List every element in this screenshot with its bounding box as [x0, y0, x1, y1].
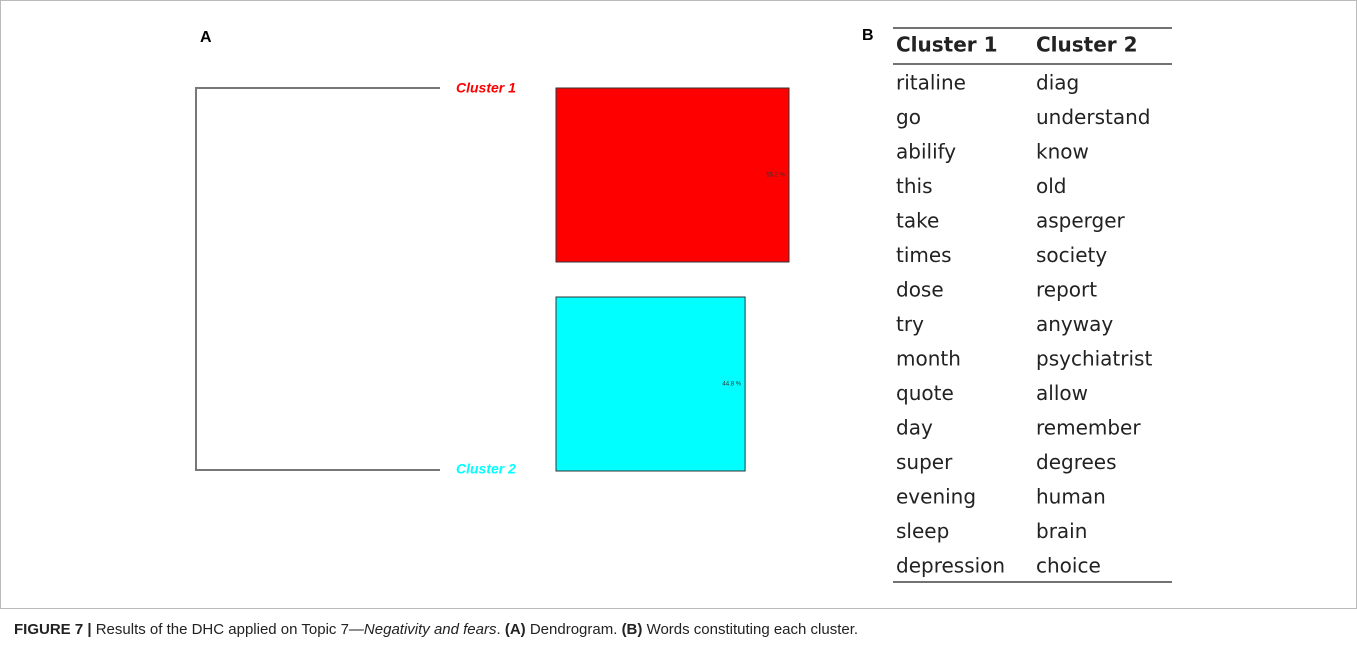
- cluster-percent: 44.8 %: [722, 382, 741, 388]
- table-cell: psychiatrist: [1036, 347, 1152, 371]
- table-cell: dose: [896, 278, 944, 302]
- dendrogram-branch: [195, 87, 440, 471]
- table-cell: day: [896, 416, 933, 440]
- table-cell: remember: [1036, 416, 1141, 440]
- caption: FIGURE 7 | Results of the DHC applied on…: [14, 621, 858, 638]
- cluster-percent: 55.2 %: [766, 173, 785, 179]
- cluster-box: [555, 87, 790, 263]
- table-cell: ritaline: [896, 71, 966, 95]
- table-cell: brain: [1036, 519, 1087, 543]
- table-header: Cluster 1: [896, 33, 998, 57]
- table-cell: abilify: [896, 140, 956, 164]
- table-cell: asperger: [1036, 209, 1126, 233]
- table-cell: report: [1036, 278, 1097, 302]
- table-cell: degrees: [1036, 450, 1117, 474]
- table-cell: anyway: [1036, 312, 1113, 336]
- table-cell: times: [896, 243, 952, 267]
- table-cell: try: [896, 312, 924, 336]
- table-cell: depression: [896, 554, 1005, 578]
- table-cell: human: [1036, 485, 1106, 509]
- cluster-label: Cluster 1: [456, 80, 516, 96]
- table-cell: old: [1036, 174, 1067, 198]
- table-cell: take: [896, 209, 939, 233]
- table-cell: diag: [1036, 71, 1079, 95]
- table-cell: super: [896, 450, 953, 474]
- table-cell: evening: [896, 485, 976, 509]
- table-cell: allow: [1036, 381, 1088, 405]
- table-cell: sleep: [896, 519, 949, 543]
- cluster-box: [555, 296, 746, 472]
- panel-label: B: [862, 27, 874, 44]
- table-cell: choice: [1036, 554, 1101, 578]
- table-cell: understand: [1036, 105, 1150, 129]
- table-cell: go: [896, 105, 921, 129]
- table-cell: month: [896, 347, 961, 371]
- table-header: Cluster 2: [1036, 33, 1138, 57]
- cluster-label: Cluster 2: [456, 461, 516, 477]
- table-cell: know: [1036, 140, 1089, 164]
- table-cell: society: [1036, 243, 1107, 267]
- panel-label: A: [200, 29, 212, 46]
- table-cell: this: [896, 174, 933, 198]
- table-cell: quote: [896, 381, 954, 405]
